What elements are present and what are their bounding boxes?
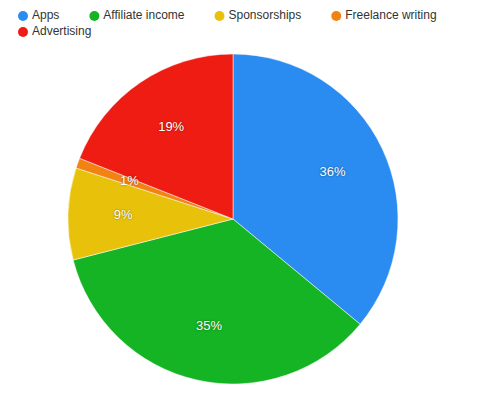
data-label: 35% [196,318,222,333]
legend: Apps Affiliate income Sponsorships Freelanc… [18,8,437,38]
pie [68,54,398,384]
legend-swatch [331,11,341,21]
legend-item: Freelance writing [331,8,436,22]
legend-swatch [215,11,225,21]
pie-slice [80,54,233,219]
legend-item: Affiliate income [89,8,184,22]
legend-label: Affiliate income [103,8,184,22]
legend-swatch [18,11,28,21]
legend-item: Apps [18,8,59,22]
legend-swatch [18,27,28,37]
data-label: 36% [320,164,346,179]
legend-label: Sponsorships [229,8,302,22]
legend-label: Advertising [32,24,91,38]
legend-swatch [89,11,99,21]
legend-item: Advertising [18,24,91,38]
data-label: 1% [120,173,139,188]
legend-label: Freelance writing [345,8,436,22]
data-label: 9% [114,207,133,222]
chart: Apps Affiliate income Sponsorships Freelanc… [0,0,480,412]
data-label: 19% [158,119,184,134]
legend-label: Apps [32,8,59,22]
legend-item: Sponsorships [215,8,302,22]
data-labels: 36% 35% 9% 1% 19% [114,119,346,332]
